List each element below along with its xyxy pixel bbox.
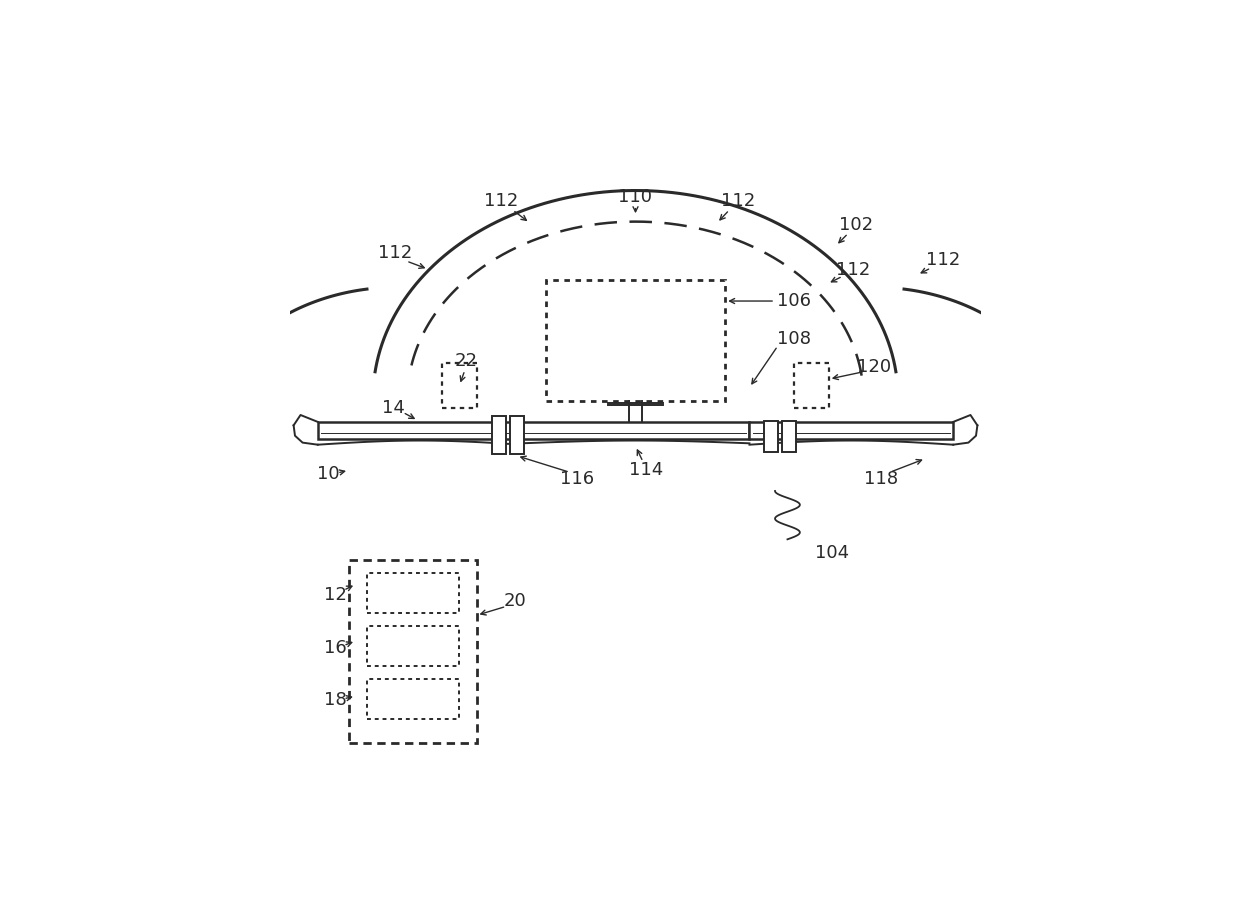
- Text: 102: 102: [839, 216, 874, 234]
- Bar: [317, 422, 522, 440]
- Bar: [348, 560, 476, 743]
- Bar: [749, 422, 954, 440]
- Bar: [443, 363, 476, 408]
- Text: 112: 112: [484, 192, 518, 210]
- Text: 110: 110: [619, 188, 652, 206]
- Text: 108: 108: [777, 330, 811, 348]
- Bar: [367, 573, 459, 614]
- Text: 112: 112: [836, 261, 870, 279]
- Text: 10: 10: [317, 465, 340, 483]
- Text: 120: 120: [857, 358, 890, 376]
- Bar: [795, 363, 828, 408]
- Bar: [492, 416, 506, 455]
- Bar: [546, 280, 725, 401]
- Text: 112: 112: [926, 250, 960, 268]
- Text: 106: 106: [777, 292, 811, 310]
- Bar: [522, 422, 749, 440]
- Text: 118: 118: [863, 470, 898, 488]
- Text: 104: 104: [815, 544, 849, 562]
- Text: 20: 20: [503, 593, 526, 611]
- Bar: [782, 421, 796, 451]
- Text: 18: 18: [324, 692, 346, 710]
- Bar: [367, 679, 459, 719]
- Text: 14: 14: [382, 399, 405, 417]
- Text: 16: 16: [324, 639, 346, 657]
- Bar: [367, 626, 459, 666]
- Text: 116: 116: [559, 470, 594, 488]
- Bar: [510, 416, 523, 455]
- Text: 12: 12: [324, 586, 346, 604]
- Text: 112: 112: [378, 244, 412, 262]
- Text: 22: 22: [455, 353, 477, 370]
- Text: 114: 114: [629, 461, 663, 479]
- Bar: [764, 421, 777, 451]
- Text: 112: 112: [720, 192, 755, 210]
